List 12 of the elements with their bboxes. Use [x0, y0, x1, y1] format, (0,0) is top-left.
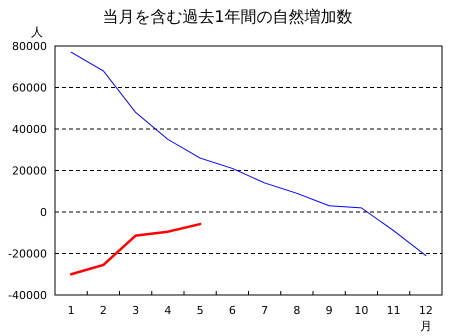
- y-tick-label: 60000: [12, 82, 47, 94]
- x-axis-title: 月: [420, 319, 432, 333]
- line-series: [70, 52, 426, 256]
- chart-title: 当月を含む過去1年間の自然増加数: [102, 7, 353, 26]
- y-tick-label: 80000: [12, 40, 47, 53]
- y-tick-label: -20000: [8, 248, 47, 260]
- y-tick-label: -40000: [8, 289, 47, 302]
- line-series: [70, 222, 202, 276]
- y-tick-label: 0: [40, 206, 47, 219]
- y-tick-label: 40000: [12, 123, 47, 136]
- y-tick-label: 20000: [12, 164, 47, 178]
- y-axis-title: 人: [31, 25, 43, 39]
